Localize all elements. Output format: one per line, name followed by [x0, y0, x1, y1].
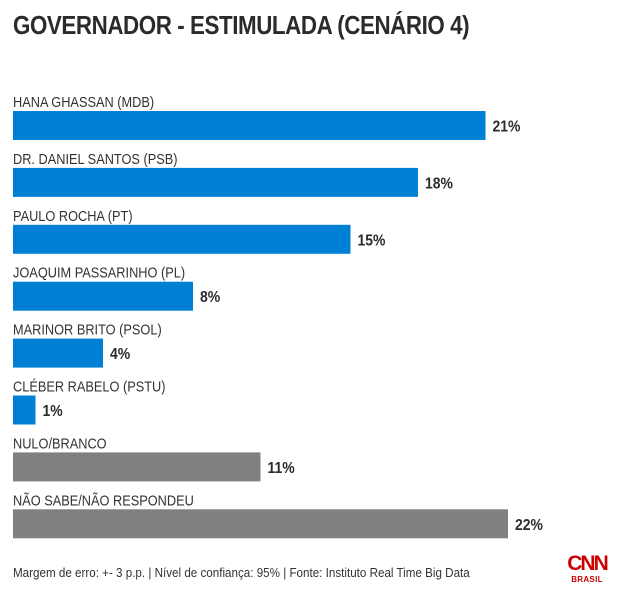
category-label: JOAQUIM PASSARINHO (PL) [13, 266, 185, 282]
bar [13, 509, 508, 539]
value-label: 18% [425, 175, 453, 192]
cnn-logo-subtitle: BRASIL [571, 575, 603, 584]
chart-title: GOVERNADOR - ESTIMULADA (CENÁRIO 4) [13, 10, 470, 40]
bar [13, 111, 486, 140]
category-label: NULO/BRANCO [13, 436, 107, 452]
bar [13, 395, 36, 425]
cnn-logo-text: CNN [567, 552, 609, 575]
value-label: 15% [358, 232, 386, 249]
bar [13, 167, 418, 197]
cnn-brasil-logo: CNN BRASIL [565, 553, 609, 589]
value-label: 22% [515, 517, 543, 534]
bar [13, 452, 261, 482]
footer-note: Margem de erro: +- 3 p.p. | Nível de con… [13, 566, 470, 580]
category-label: DR. DANIEL SANTOS (PSB) [13, 152, 178, 168]
bar [13, 281, 193, 311]
category-label: MARINOR BRITO (PSOL) [13, 323, 162, 339]
category-label: PAULO ROCHA (PT) [13, 209, 133, 225]
value-label: 8% [200, 289, 220, 306]
value-label: 4% [110, 346, 130, 363]
value-label: 1% [43, 403, 63, 420]
value-label: 21% [493, 119, 521, 136]
category-label: HANA GHASSAN (MDB) [13, 95, 154, 111]
bar [13, 338, 103, 368]
value-label: 11% [268, 460, 295, 477]
bar [13, 224, 351, 254]
category-label: CLÉBER RABELO (PSTU) [13, 379, 166, 396]
category-label: NÃO SABE/NÃO RESPONDEU [13, 492, 194, 509]
